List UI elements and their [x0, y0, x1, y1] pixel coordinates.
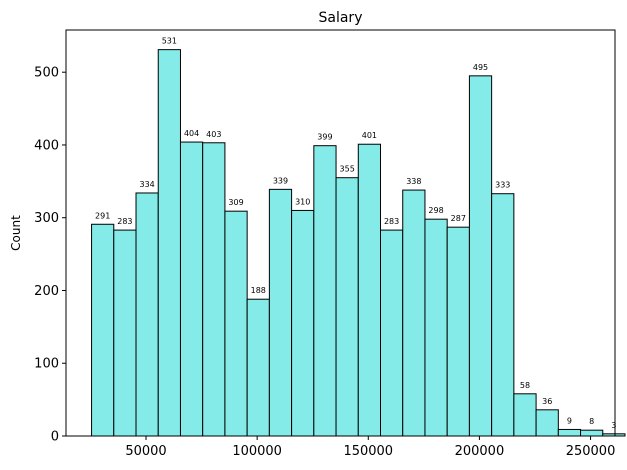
histogram-bar: [335, 177, 359, 437]
bar-value-label: 334: [139, 180, 154, 189]
histogram-bar: [580, 429, 604, 437]
histogram-bar: [357, 143, 382, 437]
histogram-bar: [113, 229, 137, 437]
bar-value-label: 495: [473, 63, 488, 72]
bars-group: [91, 49, 626, 437]
bar-value-label: 8: [589, 417, 594, 426]
histogram-bar: [402, 189, 426, 437]
histogram-bar: [380, 229, 404, 437]
histogram-bar: [535, 409, 559, 437]
histogram-bar: [157, 49, 181, 437]
bar-value-label: 355: [340, 165, 355, 174]
bar-labels-group: 291 283 334 531 404 403 309 188 339 310 399 355 401 2…: [95, 37, 616, 430]
x-tick-label: 100000: [232, 444, 282, 459]
x-tick-label: 200000: [455, 444, 505, 459]
bar-value-label: 310: [295, 197, 310, 206]
y-tick-label: 300: [34, 211, 59, 226]
y-tick-label: 0: [51, 430, 59, 445]
y-tick-label: 100: [34, 357, 59, 372]
x-tick-label: 50000: [125, 444, 166, 459]
y-axis: 0 100 200 300 400 500: [34, 66, 66, 445]
plot-frame: [65, 29, 616, 437]
y-tick-label: 200: [34, 284, 59, 299]
bar-value-label: 283: [384, 217, 399, 226]
bar-value-label: 9: [567, 416, 572, 425]
histogram-bar: [446, 226, 470, 437]
bar-value-label: 36: [542, 397, 552, 406]
histogram-bar: [313, 145, 337, 437]
histogram-bar: [491, 193, 515, 437]
bar-value-label: 401: [362, 131, 377, 140]
histogram-bar: [224, 210, 248, 437]
histogram-bar: [424, 218, 448, 437]
bar-value-label: 333: [495, 181, 510, 190]
histogram-bar: [468, 75, 493, 437]
bar-value-label: 339: [273, 176, 288, 185]
histogram-bar: [179, 141, 204, 437]
histogram-bar: [291, 209, 315, 437]
y-tick-label: 400: [34, 138, 59, 153]
chart-title: Salary: [319, 10, 363, 26]
histogram-bar: [513, 393, 537, 437]
histogram-bar: [268, 188, 293, 437]
histogram-bar: [202, 142, 226, 437]
bar-value-label: 287: [451, 214, 466, 223]
histogram-bar: [246, 298, 270, 437]
bar-value-label: 309: [228, 198, 243, 207]
bar-value-label: 298: [428, 206, 443, 215]
bar-value-label: 338: [406, 177, 421, 186]
y-tick-label: 500: [34, 66, 59, 81]
bar-value-label: 531: [162, 37, 177, 46]
bar-value-label: 291: [95, 211, 110, 220]
histogram-bar: [557, 428, 582, 437]
bar-value-label: 404: [184, 129, 199, 138]
histogram-bar: [135, 192, 159, 437]
y-axis-label: Count: [9, 215, 23, 251]
bar-value-label: 58: [520, 381, 530, 390]
bar-value-label: 403: [206, 130, 221, 139]
bar-value-label: 399: [317, 133, 332, 142]
bar-value-label: 283: [117, 217, 132, 226]
x-axis: 50000 100000 150000 200000 250000: [125, 436, 615, 459]
x-tick-label: 150000: [343, 444, 393, 459]
histogram-bar: [91, 223, 115, 437]
bar-value-label: 3: [611, 421, 616, 430]
x-tick-label: 250000: [566, 444, 616, 459]
bar-value-label: 188: [251, 286, 266, 295]
